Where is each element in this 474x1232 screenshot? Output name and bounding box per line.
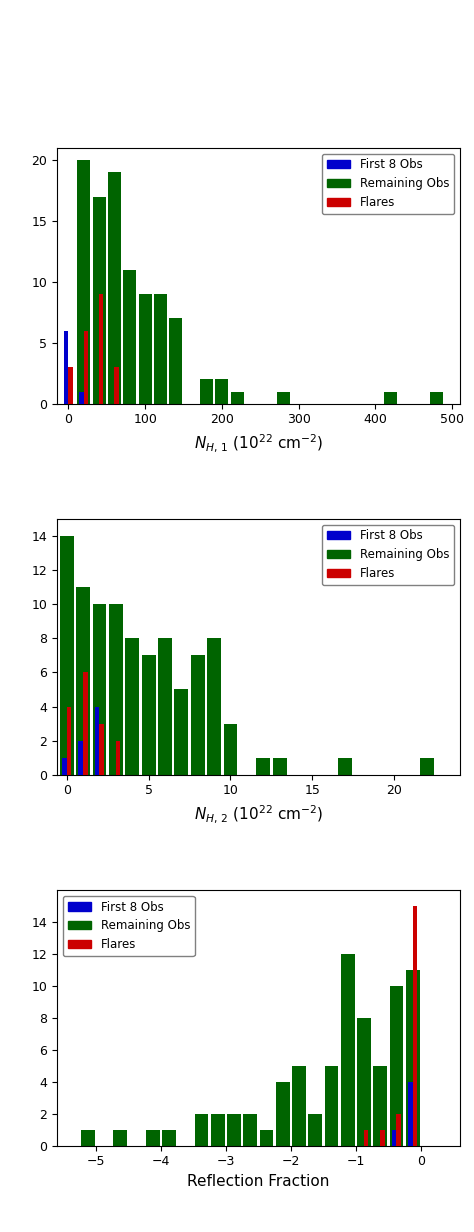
Bar — [174, 690, 188, 775]
Bar — [169, 318, 182, 404]
Bar — [392, 1130, 396, 1146]
Bar — [420, 758, 434, 775]
Bar — [338, 758, 352, 775]
Bar — [413, 906, 417, 1146]
Bar — [390, 986, 403, 1146]
Bar — [430, 392, 443, 404]
Legend: First 8 Obs, Remaining Obs, Flares: First 8 Obs, Remaining Obs, Flares — [322, 154, 454, 214]
Bar — [325, 1066, 338, 1146]
Bar — [211, 1114, 225, 1146]
Bar — [384, 392, 397, 404]
X-axis label: $N_{H,\,2}$ ($10^{22}$ cm$^{-2}$): $N_{H,\,2}$ ($10^{22}$ cm$^{-2}$) — [194, 803, 323, 825]
Bar — [68, 367, 73, 404]
Bar — [99, 294, 103, 404]
Bar — [373, 1066, 387, 1146]
Bar — [200, 379, 213, 404]
Bar — [100, 723, 104, 775]
Bar — [64, 330, 68, 404]
Bar — [142, 655, 155, 775]
Bar — [67, 706, 71, 775]
Bar — [260, 1130, 273, 1146]
Bar — [277, 392, 290, 404]
Bar — [408, 1082, 413, 1146]
Bar — [194, 1114, 209, 1146]
Bar — [76, 588, 90, 775]
Bar — [60, 536, 73, 775]
Bar — [227, 1114, 241, 1146]
Bar — [215, 379, 228, 404]
Bar — [154, 294, 167, 404]
Legend: First 8 Obs, Remaining Obs, Flares: First 8 Obs, Remaining Obs, Flares — [63, 896, 195, 956]
Bar — [273, 758, 287, 775]
Bar — [125, 638, 139, 775]
Bar — [79, 740, 83, 775]
Bar — [114, 367, 118, 404]
Bar — [116, 740, 120, 775]
Bar — [95, 706, 100, 775]
Bar — [123, 270, 137, 404]
Bar — [406, 970, 419, 1146]
Bar — [146, 1130, 160, 1146]
Bar — [62, 758, 67, 775]
Bar — [92, 197, 106, 404]
Bar — [341, 954, 355, 1146]
Bar — [207, 638, 221, 775]
X-axis label: Reflection Fraction: Reflection Fraction — [187, 1174, 329, 1189]
Bar — [191, 655, 205, 775]
Bar — [364, 1130, 368, 1146]
Bar — [231, 392, 244, 404]
Bar — [92, 604, 107, 775]
Bar — [113, 1130, 127, 1146]
Bar — [243, 1114, 257, 1146]
Bar — [357, 1018, 371, 1146]
Bar — [138, 294, 152, 404]
Legend: First 8 Obs, Remaining Obs, Flares: First 8 Obs, Remaining Obs, Flares — [322, 525, 454, 585]
Bar — [380, 1130, 385, 1146]
Bar — [83, 673, 88, 775]
Bar — [162, 1130, 176, 1146]
Bar — [81, 1130, 95, 1146]
Bar — [276, 1082, 290, 1146]
Bar — [224, 723, 237, 775]
Bar — [396, 1114, 401, 1146]
Bar — [108, 172, 121, 404]
Bar — [308, 1114, 322, 1146]
X-axis label: $N_{H,\,1}$ ($10^{22}$ cm$^{-2}$): $N_{H,\,1}$ ($10^{22}$ cm$^{-2}$) — [194, 432, 323, 455]
Bar — [256, 758, 270, 775]
Bar — [109, 604, 123, 775]
Bar — [84, 330, 88, 404]
Bar — [158, 638, 172, 775]
Bar — [80, 392, 84, 404]
Bar — [292, 1066, 306, 1146]
Bar — [77, 160, 90, 404]
